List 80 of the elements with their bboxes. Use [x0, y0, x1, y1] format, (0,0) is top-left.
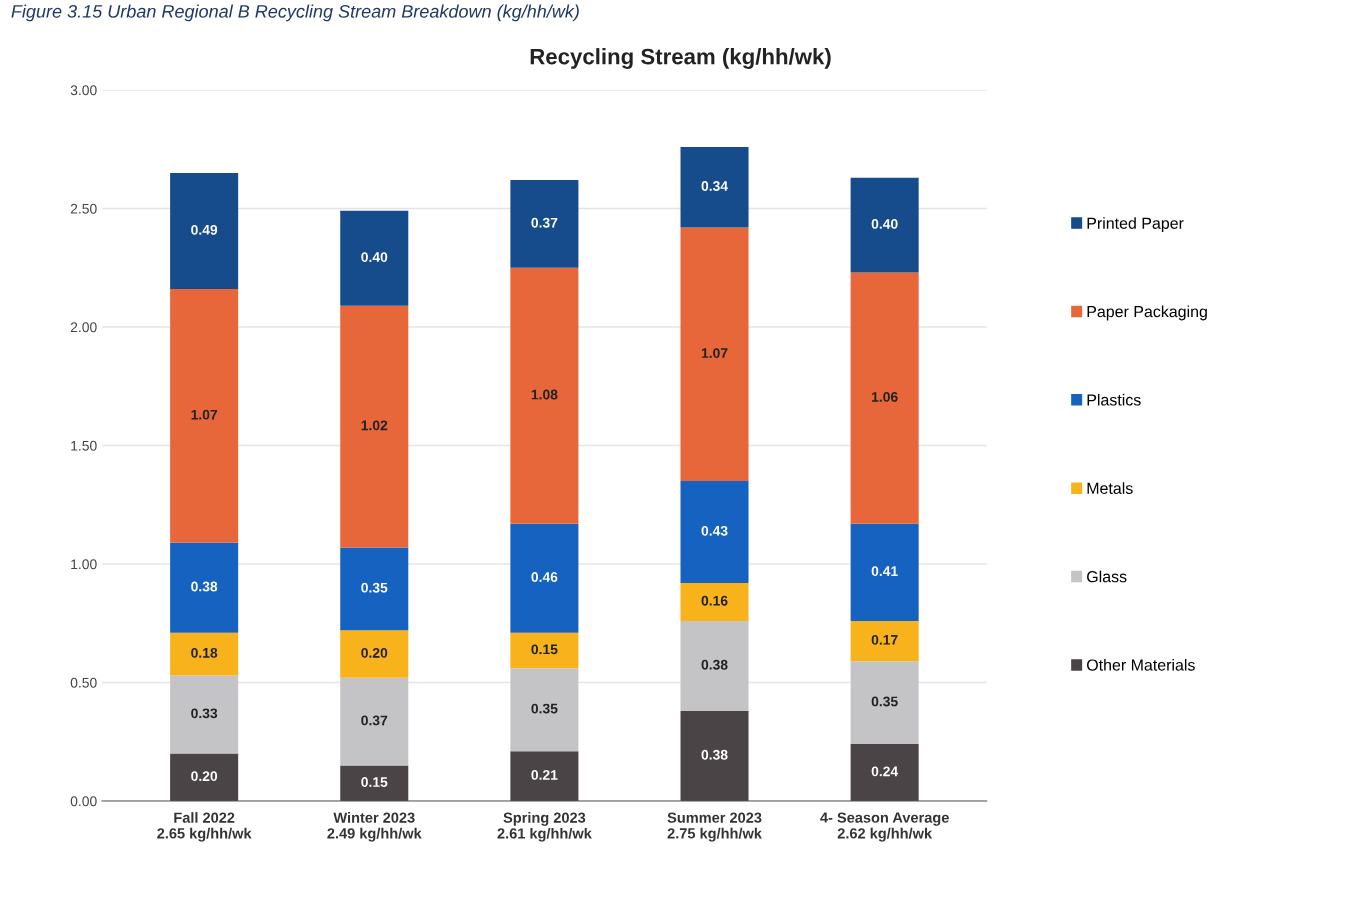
bar: [510, 267, 579, 524]
chart-title: Recycling Stream (kg/hh/wk): [530, 48, 831, 69]
bar: [170, 632, 239, 676]
bar: [170, 542, 239, 633]
data-label: 0.38: [191, 581, 218, 592]
data-label: 0.38: [701, 749, 728, 760]
data-label: 0.38: [701, 659, 728, 670]
data-label: 0.41: [871, 566, 898, 577]
data-label: 0.33: [191, 708, 218, 719]
x-tick-label: Fall 2022 2.65 kg/hh/wk: [157, 812, 252, 842]
data-label: 0.37: [531, 217, 558, 228]
bar: [680, 481, 749, 583]
data-label: 0.43: [701, 525, 728, 536]
legend-label: Printed Paper: [1087, 217, 1184, 233]
data-label: 1.08: [531, 389, 558, 400]
data-label: 0.15: [531, 644, 558, 655]
bar: [170, 172, 239, 290]
y-tick-label: 2.00: [70, 322, 97, 333]
bar: [340, 547, 409, 631]
bar: [170, 753, 239, 801]
data-label: 0.17: [871, 634, 898, 645]
data-label: 0.15: [361, 777, 388, 787]
legend-label: Other Materials: [1087, 658, 1195, 671]
bar: [340, 210, 409, 306]
data-label: 0.24: [871, 766, 899, 777]
x-tick-label: Winter 2023 2.49 kg/hh/wk: [327, 812, 422, 842]
data-label: 0.18: [191, 647, 218, 658]
x-tick-label: Spring 2023 2.61 kg/hh/wk: [497, 812, 592, 842]
data-label: 1.02: [361, 420, 388, 431]
data-label: 0.21: [531, 770, 558, 780]
bar: [850, 523, 919, 621]
bar: [170, 289, 239, 543]
data-label: 0.49: [191, 224, 218, 235]
bar: [850, 177, 919, 273]
bar: [510, 523, 579, 633]
bar: [510, 668, 579, 752]
data-label: 0.20: [361, 647, 388, 658]
legend-label: Plastics: [1087, 393, 1141, 406]
y-tick-label: 3.00: [70, 85, 97, 96]
data-label: 0.35: [361, 582, 388, 593]
caption: Figure 3.15 Urban Regional B Recycling Stream Breakdown (kg/hh/wk): [11, 4, 579, 22]
bar: [510, 632, 579, 669]
legend-label: Metals: [1087, 482, 1133, 494]
bar: [680, 620, 749, 711]
bar: [850, 272, 919, 524]
bar: [340, 630, 409, 678]
bar: [510, 180, 579, 268]
bar: [170, 675, 239, 754]
x-tick-label: Summer 2023 2.75 kg/hh/wk: [667, 812, 762, 842]
y-tick-label: 2.50: [70, 203, 97, 214]
bar: [680, 710, 749, 801]
bar: [850, 661, 919, 745]
x-tick-label: 4- Season Average 2.62 kg/hh/wk: [820, 812, 949, 842]
y-tick-label: 0.50: [70, 677, 97, 688]
data-label: 0.35: [871, 696, 898, 707]
data-label: 0.35: [531, 703, 558, 714]
bar: [850, 744, 919, 801]
data-label: 1.06: [872, 391, 898, 402]
data-label: 0.40: [361, 252, 388, 262]
data-label: 1.07: [191, 409, 218, 420]
bar: [510, 751, 579, 801]
data-label: 0.46: [531, 572, 558, 582]
data-label: 1.07: [701, 348, 728, 358]
data-label: 0.34: [701, 181, 728, 191]
y-tick-label: 1.00: [71, 559, 97, 570]
y-tick-label: 0.00: [70, 796, 97, 807]
bar: [680, 582, 749, 621]
legend-label: Paper Packaging: [1087, 305, 1207, 321]
data-label: 0.16: [701, 595, 728, 606]
data-label: 0.20: [191, 771, 218, 782]
bar: [340, 765, 409, 801]
y-tick-label: 1.50: [71, 440, 97, 451]
bar: [340, 677, 409, 766]
data-label: 0.37: [361, 715, 388, 726]
data-label: 0.40: [871, 218, 898, 229]
bar: [680, 227, 749, 482]
legend-label: Glass: [1087, 570, 1127, 583]
bar: [850, 620, 919, 662]
bar: [680, 146, 749, 228]
bar: [340, 305, 409, 548]
